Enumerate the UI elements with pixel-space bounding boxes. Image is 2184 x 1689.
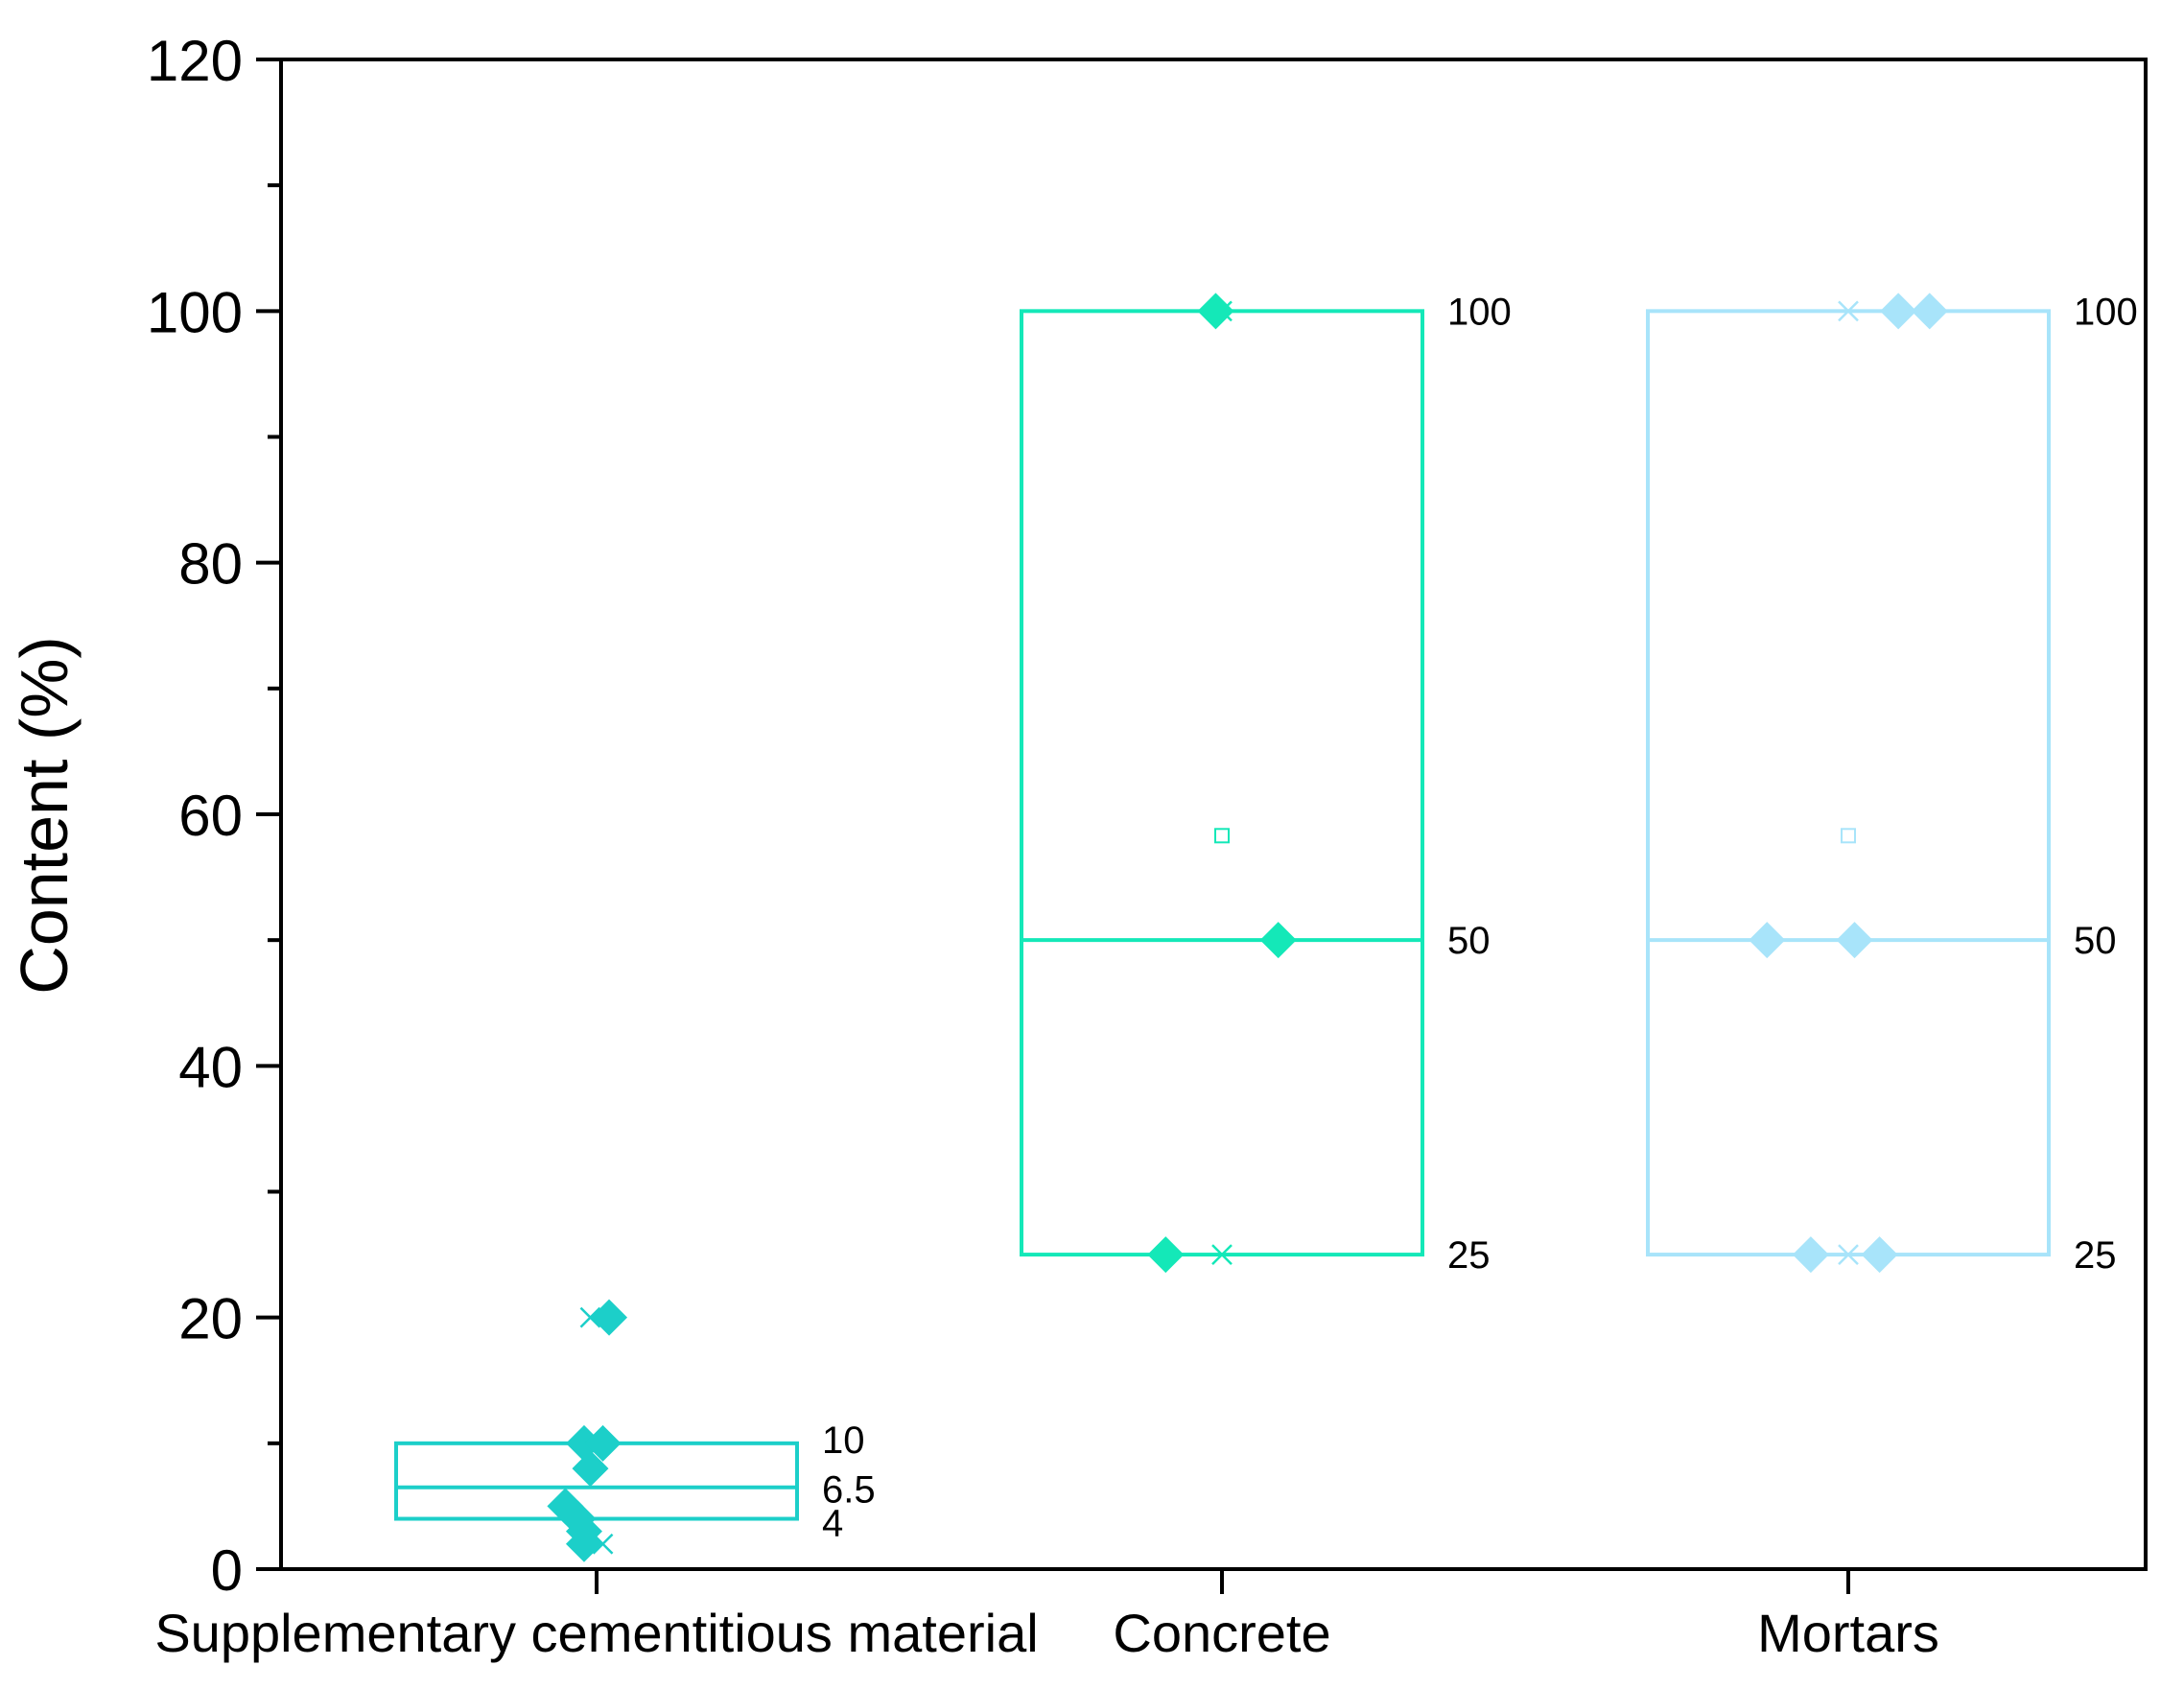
extreme-marker	[1838, 1244, 1859, 1265]
extreme-marker	[1838, 300, 1859, 322]
x-axis: Supplementary cementitious material Concr…	[154, 1569, 1939, 1663]
y-tick-label: 100	[147, 280, 243, 344]
box-value-label: 50	[1447, 920, 1491, 962]
data-point	[572, 1450, 609, 1488]
box-value-label: 100	[1447, 291, 1512, 333]
data-point	[1880, 293, 1917, 330]
box	[1020, 309, 1424, 1257]
y-tick-label: 60	[178, 784, 243, 848]
data-point	[1147, 1236, 1185, 1274]
box	[1646, 309, 2051, 1257]
plot-frame	[279, 58, 2148, 1571]
data-point	[1861, 1236, 1898, 1274]
data-point	[565, 1525, 602, 1562]
box-value-label: 50	[2074, 920, 2117, 962]
y-tick-label: 40	[178, 1035, 243, 1099]
mean-marker	[1841, 828, 1856, 844]
data-point	[565, 1424, 602, 1462]
y-tick-label: 0	[211, 1538, 243, 1603]
box-value-label: 25	[2074, 1234, 2117, 1277]
y-axis: 0 20 40 60 80 100 120	[147, 29, 281, 1603]
box-value-label: 4	[822, 1503, 843, 1545]
y-tick-label: 20	[178, 1287, 243, 1351]
y-tick-label: 80	[178, 532, 243, 597]
data-point	[1836, 922, 1873, 959]
x-tick-label: Supplementary cementitious material	[154, 1603, 1038, 1663]
mean-marker	[1214, 828, 1230, 844]
data-point	[1749, 922, 1786, 959]
extreme-marker	[579, 1306, 601, 1328]
data-point	[1792, 1236, 1829, 1274]
box-value-label: 100	[2074, 291, 2138, 333]
y-tick-label: 120	[147, 29, 243, 93]
data-point	[1259, 922, 1297, 959]
plot-marks: 10 6.54 100 50 25 100 50 25	[394, 291, 2138, 1562]
box-value-label: 6.5	[822, 1469, 876, 1512]
extreme-marker	[592, 1533, 614, 1555]
data-point	[1911, 293, 1948, 330]
box-value-label: 25	[1447, 1234, 1491, 1277]
y-axis-label: Content (%)	[7, 636, 82, 994]
data-point	[1197, 293, 1234, 330]
x-tick-label: Mortars	[1757, 1603, 1939, 1663]
extreme-marker	[1211, 1244, 1233, 1265]
x-tick-label: Concrete	[1113, 1603, 1330, 1663]
data-point	[591, 1299, 628, 1336]
data-point	[584, 1424, 622, 1462]
box-value-label: 10	[822, 1419, 865, 1462]
